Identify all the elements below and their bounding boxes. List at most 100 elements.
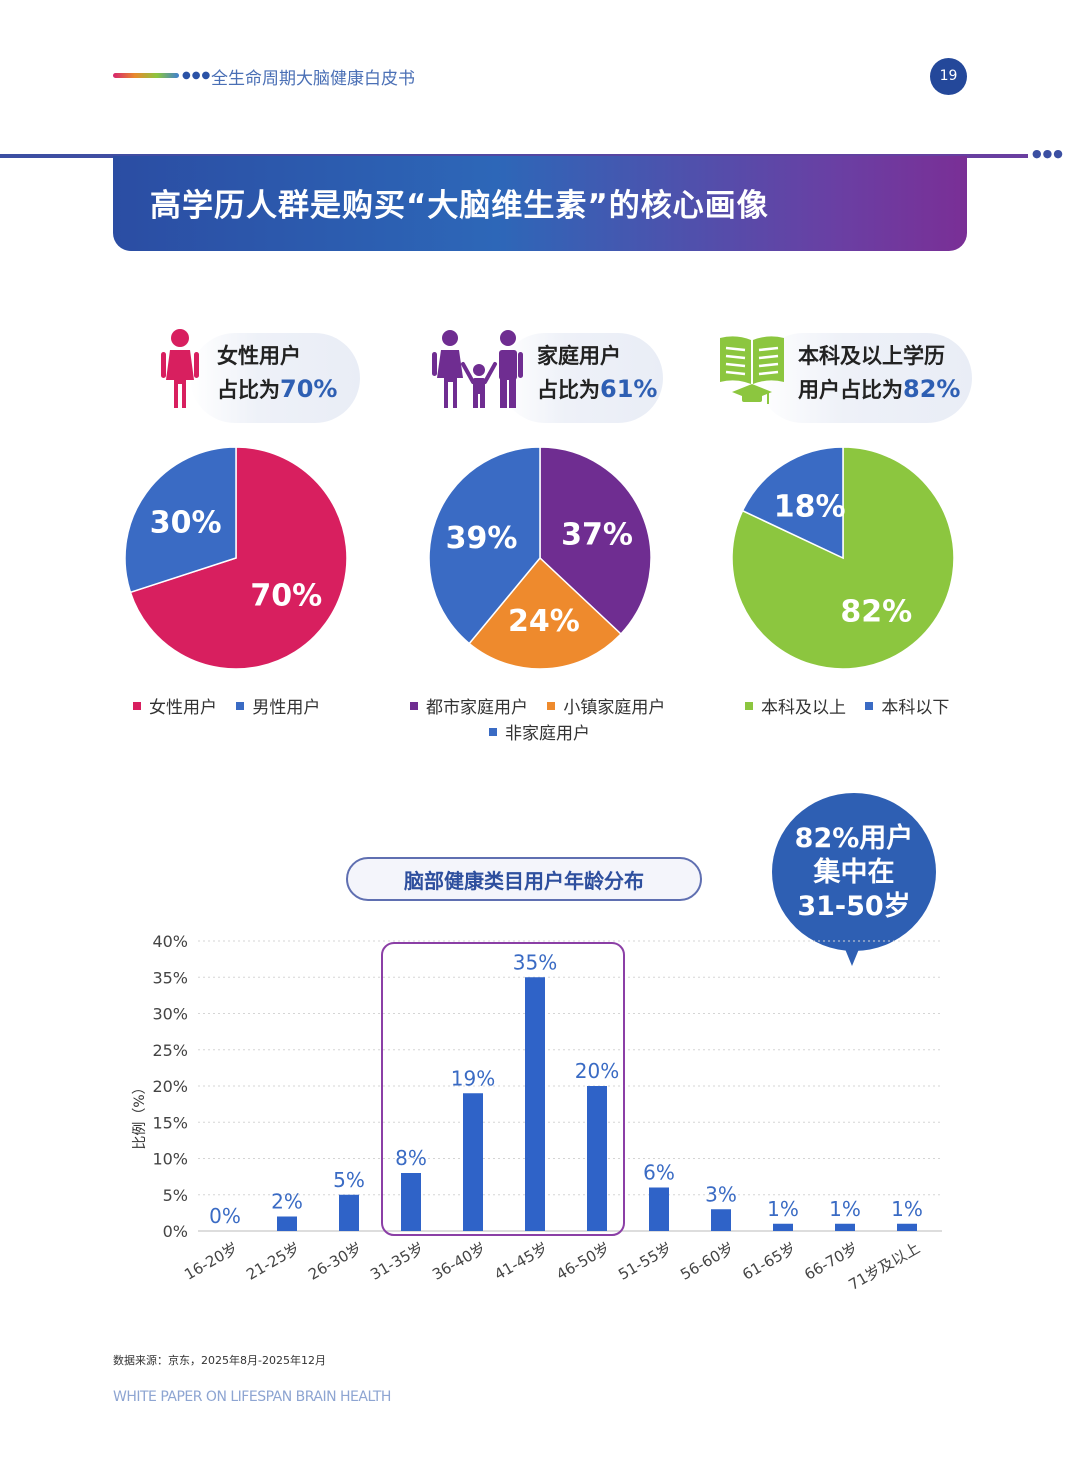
stat-female-line1: 女性用户 [217, 344, 301, 368]
header-title: 全生命周期大脑健康白皮书 [211, 69, 415, 89]
stat-female-prefix: 占比为 [217, 378, 280, 402]
y-axis-label: 比例（%） [132, 1080, 148, 1149]
bar-value-label: 35% [513, 950, 557, 974]
bar [277, 1216, 297, 1231]
pie-slice-label: 82% [840, 594, 912, 629]
stat-family-line1: 家庭用户 [537, 344, 621, 368]
x-tick-label: 31-35岁 [367, 1239, 427, 1284]
y-tick-label: 30% [152, 1005, 188, 1024]
stat-education-line1: 本科及以上学历 [798, 344, 945, 368]
data-source-note: 数据来源：京东，2025年8月-2025年12月 [113, 1354, 326, 1367]
callout-line2: 集中在 [813, 857, 895, 888]
family-icon [432, 330, 523, 408]
callout-bubble [772, 793, 936, 951]
bar [339, 1194, 359, 1231]
bar-value-label: 1% [829, 1197, 861, 1221]
bar-value-label: 0% [209, 1204, 241, 1228]
x-tick-label: 46-50岁 [553, 1239, 613, 1284]
pie-slice-label: 39% [446, 521, 518, 556]
callout-line1: 82%用户 [794, 823, 914, 854]
chart-title-pill [346, 857, 702, 901]
pie-chart-gender: 70% 30% [124, 446, 348, 670]
bar-value-label: 1% [767, 1197, 799, 1221]
bar [897, 1223, 917, 1231]
stat-family-text: 家庭用户 占比为61% [537, 340, 657, 407]
stat-card-education [758, 333, 972, 423]
stat-family-line2: 占比为61% [537, 373, 657, 407]
bar-chart: 比例（%） 0%5%10%15%20%25%30%35%40%0%16-20岁2… [132, 932, 942, 1294]
bar-value-label: 8% [395, 1146, 427, 1170]
y-tick-label: 15% [152, 1113, 188, 1132]
y-tick-label: 25% [152, 1041, 188, 1060]
y-tick-label: 0% [163, 1222, 188, 1241]
legend-swatch [865, 702, 874, 710]
bar-value-label: 2% [271, 1190, 303, 1214]
legend-label: 本科及以上 [761, 698, 846, 718]
bar-value-label: 3% [705, 1182, 737, 1206]
x-tick-label: 71岁及以上 [846, 1239, 923, 1294]
y-tick-label: 35% [152, 968, 188, 987]
legend-item: 都市家庭用户 [410, 698, 528, 718]
header-dots-icon: ●●● [182, 70, 212, 81]
y-tick-label: 20% [152, 1077, 188, 1096]
pie-slice-label: 24% [508, 604, 580, 639]
legend-education: 本科及以上 本科以下 [745, 693, 949, 718]
rainbow-accent-line [113, 73, 179, 78]
x-tick-label: 56-60岁 [677, 1239, 737, 1284]
pie-slice [129, 446, 348, 670]
legend-item: 男性用户 [236, 698, 320, 718]
stat-family-prefix: 占比为 [537, 378, 600, 402]
pie-chart-family: 37% 24% 39% [428, 446, 652, 670]
bar-value-label: 19% [451, 1066, 495, 1090]
legend-swatch [745, 702, 753, 710]
legend-swatch [547, 702, 556, 710]
bar-value-label: 5% [333, 1168, 365, 1192]
legend-family-row2: 非家庭用户 [489, 719, 590, 744]
bar [525, 977, 545, 1231]
bar [401, 1173, 421, 1231]
pie-slice-label: 18% [774, 490, 846, 525]
pie-slice [539, 446, 652, 636]
legend-label: 本科以下 [881, 698, 950, 718]
y-tick-label: 5% [163, 1186, 188, 1205]
section-banner [113, 156, 967, 251]
legend-item: 本科以下 [865, 698, 949, 718]
stat-card-family [500, 333, 663, 423]
pie-slice [468, 556, 622, 670]
pie-slice-label: 70% [250, 579, 322, 614]
x-tick-label: 21-25岁 [243, 1239, 303, 1284]
pie-slice-label: 37% [561, 517, 633, 552]
legend-label: 非家庭用户 [505, 724, 590, 744]
legend-swatch [236, 702, 245, 710]
pie-slice [124, 446, 237, 594]
bar [587, 1086, 607, 1231]
rule-dots-icon: ●●● [1032, 147, 1064, 160]
stat-education-text: 本科及以上学历 用户占比为82% [798, 340, 960, 407]
stat-education-pct: 82% [903, 375, 961, 403]
x-tick-label: 16-20岁 [181, 1239, 241, 1284]
legend-item: 女性用户 [133, 698, 217, 718]
bar [773, 1223, 793, 1231]
footer-english-title: WHITE PAPER ON LIFESPAN BRAIN HEALTH [113, 1389, 391, 1405]
stat-family-pct: 61% [600, 375, 658, 403]
callout-line3: 31-50岁 [797, 891, 911, 922]
highlight-box [381, 942, 625, 1236]
page-number-badge: 19 [930, 58, 967, 95]
female-icon [161, 329, 199, 408]
legend-label: 女性用户 [149, 698, 217, 718]
bar [835, 1223, 855, 1231]
legend-item: 本科及以上 [745, 698, 846, 718]
chart-title: 脑部健康类目用户年龄分布 [404, 869, 644, 893]
y-tick-label: 40% [152, 932, 188, 951]
stat-female-text: 女性用户 占比为70% [217, 340, 337, 407]
legend-gender: 女性用户 男性用户 [133, 693, 334, 718]
book-graduation-icon [720, 336, 784, 404]
bar [463, 1093, 483, 1231]
pie-slice [428, 446, 541, 645]
bar-value-label: 6% [643, 1161, 675, 1185]
x-tick-label: 26-30岁 [305, 1239, 365, 1284]
stat-female-line2: 占比为70% [217, 373, 337, 407]
stat-education-prefix: 用户占比为 [798, 378, 903, 402]
x-tick-label: 36-40岁 [429, 1239, 489, 1284]
legend-swatch [489, 728, 497, 736]
